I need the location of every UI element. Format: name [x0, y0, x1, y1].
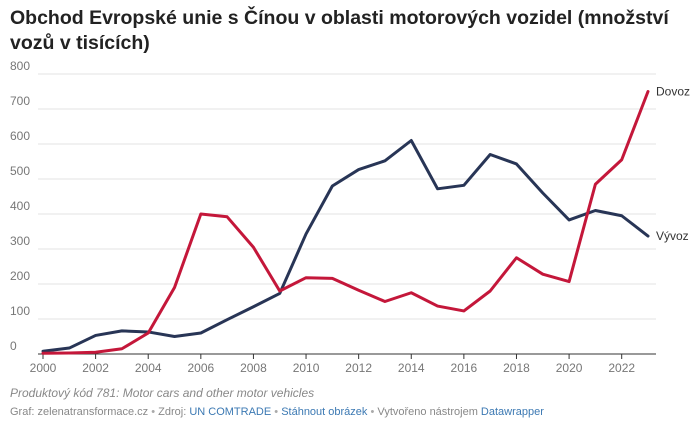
series-line-export	[41, 139, 650, 353]
x-tick-label: 2000	[30, 361, 57, 375]
footer-created-label: Vytvořeno nástrojem	[377, 406, 481, 418]
x-tick-label: 2016	[451, 361, 478, 375]
y-tick-label: 300	[10, 234, 30, 248]
footer-credit: Graf: zelenatransformace.cz	[10, 406, 149, 418]
x-tick-label: 2022	[608, 361, 635, 375]
datawrapper-link[interactable]: Datawrapper	[480, 406, 544, 418]
x-tick-label: 2004	[135, 361, 162, 375]
y-axis: 0 100 200 300 400 500 600 700 800	[10, 59, 30, 353]
x-axis: 2000 2002 2004 2006 2008 2010 2012 2014 2016 2018…	[30, 353, 656, 375]
download-image-link[interactable]: Stáhnout obrázek	[281, 406, 368, 418]
y-tick-label: 800	[10, 59, 30, 73]
series-label-import: Dovoz	[656, 85, 690, 99]
chart-notes: Produktový kód 781: Motor cars and other…	[10, 386, 315, 400]
chart-footer: Graf: zelenatransformace.cz • Zdroj: UN …	[10, 406, 544, 418]
y-tick-label: 100	[10, 304, 30, 318]
x-tick-label: 2002	[82, 361, 109, 375]
footer-separator: •	[148, 406, 159, 418]
y-tick-label: 500	[10, 164, 30, 178]
y-tick-label: 600	[10, 129, 30, 143]
x-tick-label: 2006	[187, 361, 214, 375]
grid-lines	[38, 73, 656, 320]
y-tick-label: 200	[10, 269, 30, 283]
footer-separator: •	[367, 406, 378, 418]
x-tick-label: 2018	[503, 361, 530, 375]
y-tick-label: 0	[10, 339, 17, 353]
footer-source-label: Zdroj:	[158, 406, 190, 418]
x-tick-label: 2008	[240, 361, 267, 375]
y-tick-label: 400	[10, 199, 30, 213]
footer-separator: •	[271, 406, 282, 418]
x-tick-label: 2020	[556, 361, 583, 375]
series-lines	[41, 90, 650, 355]
chart-title: Obchod Evropské unie s Čínou v oblasti m…	[10, 7, 669, 54]
x-tick-label: 2012	[345, 361, 372, 375]
y-tick-label: 700	[10, 94, 30, 108]
source-link[interactable]: UN COMTRADE	[189, 406, 272, 418]
series-line-import	[41, 90, 650, 355]
x-tick-label: 2010	[293, 361, 320, 375]
x-tick-label: 2014	[398, 361, 425, 375]
series-label-export: Vývoz	[656, 229, 689, 243]
series-labels: Dovoz Vývoz	[656, 85, 690, 244]
